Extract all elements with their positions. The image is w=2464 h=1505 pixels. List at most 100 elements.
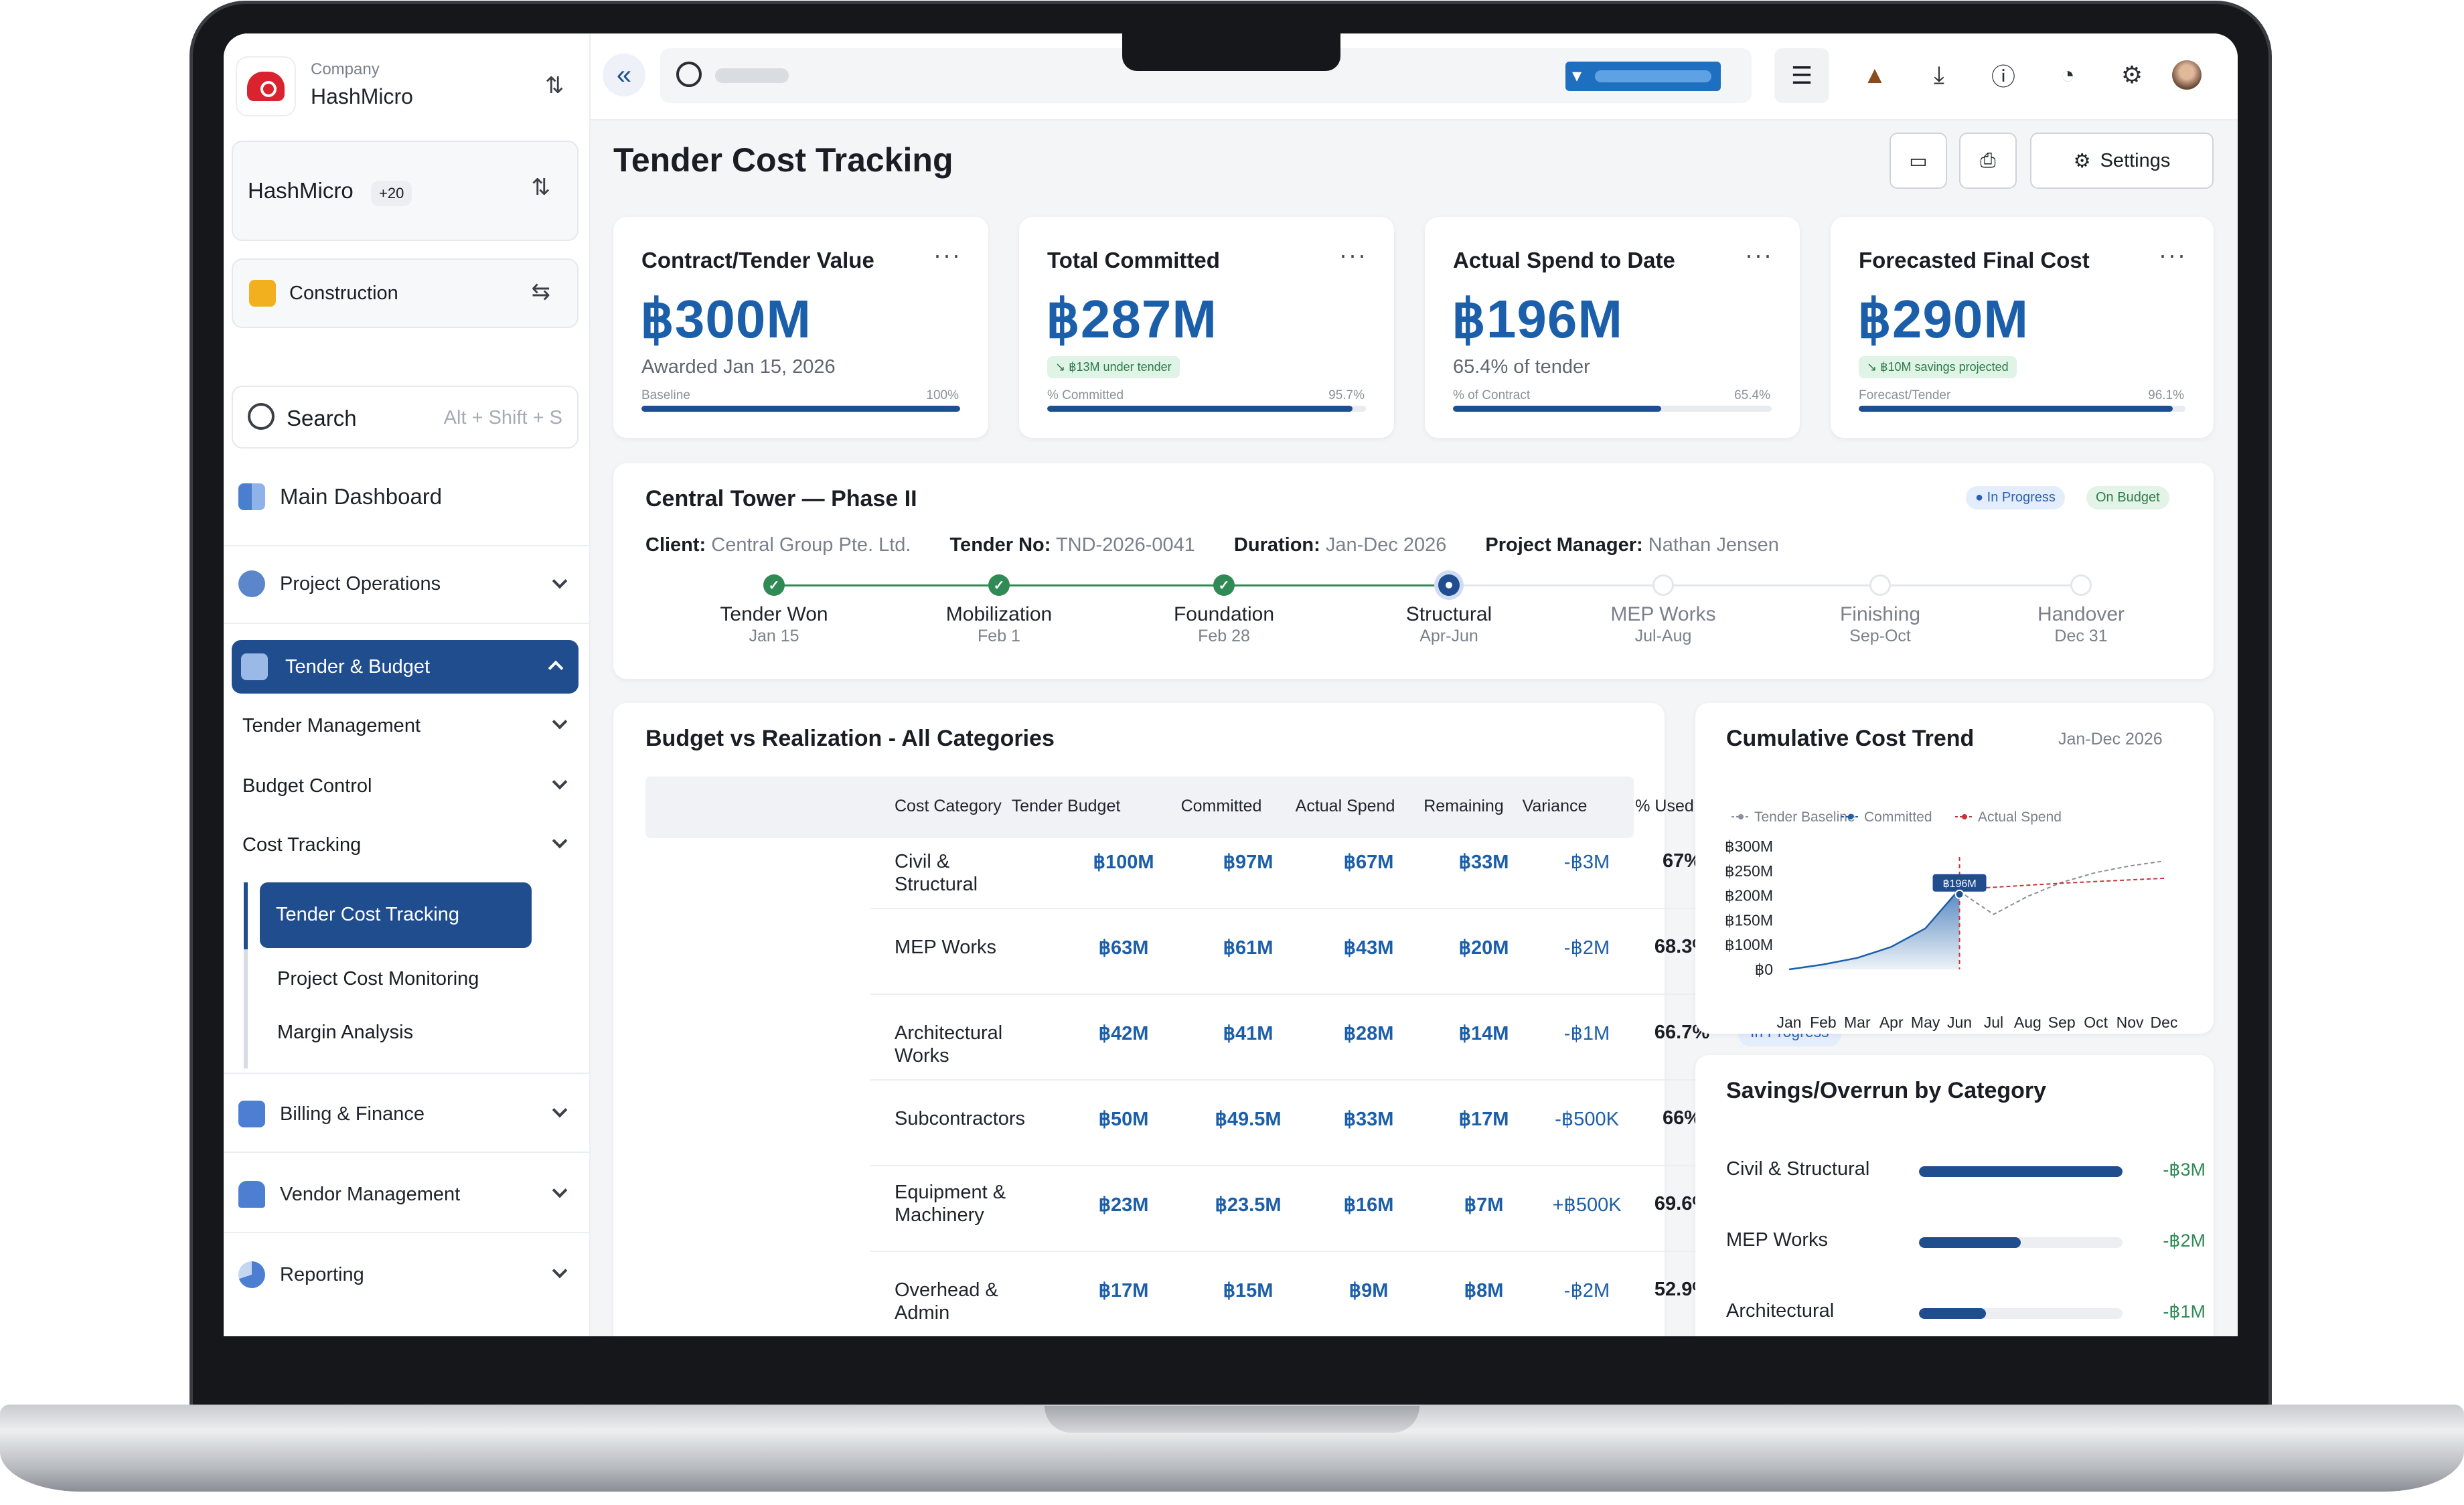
column-header[interactable]: Committed	[1180, 797, 1262, 815]
legend-label: Actual Spend	[1978, 809, 2062, 825]
kpi-title: Contract/Tender Value	[641, 248, 874, 272]
gear-icon: ⚙	[2073, 150, 2091, 172]
cumulative-cost-chart: Tender Baseline Committed Actual Spend ฿300…	[1725, 809, 2178, 1031]
sidebar-item-tender-cost-tracking[interactable]: Tender Cost Tracking	[260, 882, 532, 948]
sidebar-item-label: Tender Cost Tracking	[276, 904, 460, 925]
global-search-bar[interactable]: ▾	[660, 48, 1752, 103]
sidebar-item-budget-control[interactable]: Budget Control	[242, 775, 372, 797]
filter-button[interactable]: ▾	[1565, 62, 1721, 91]
sidebar-item-project-operations[interactable]: Project Operations	[238, 570, 441, 597]
savings-bar	[1919, 1237, 2123, 1248]
module-selector[interactable]: Construction ⇆	[232, 258, 579, 328]
sidebar-item-main-dashboard[interactable]: Main Dashboard	[238, 483, 442, 510]
bell-icon[interactable]: ◔	[2060, 61, 2075, 88]
collapse-sidebar-button[interactable]: «	[603, 54, 645, 96]
committed-cell: ฿61M	[1223, 937, 1274, 959]
company-logo	[236, 56, 296, 116]
column-header[interactable]: Cost Category	[895, 797, 1002, 815]
category-cell: Civil & Structural	[895, 851, 978, 895]
column-header[interactable]: Remaining	[1423, 797, 1504, 815]
submenu-rail	[244, 882, 248, 1068]
milestone-node[interactable]	[1652, 574, 1674, 596]
chevron-down-icon[interactable]	[552, 573, 568, 589]
help-icon[interactable]: ⓘ	[1991, 63, 2015, 90]
gear-icon[interactable]: ⚙	[2121, 61, 2143, 88]
x-tick-label: Aug	[2014, 1014, 2042, 1031]
search-placeholder-skeleton	[715, 68, 789, 83]
chevron-up-icon	[548, 660, 564, 676]
settings-button[interactable]: ⚙ Settings	[2030, 133, 2214, 189]
sidebar-item-project-cost-monitoring[interactable]: Project Cost Monitoring	[277, 968, 479, 989]
company-name: HashMicro	[311, 84, 413, 108]
more-options-icon[interactable]: ···	[2159, 241, 2187, 268]
kpi-value: ฿300M	[640, 289, 812, 349]
present-icon: ▭	[1909, 150, 1928, 172]
actual-cell: ฿28M	[1343, 1023, 1394, 1044]
column-header[interactable]: Actual Spend	[1295, 797, 1395, 815]
dashboard-icon	[238, 483, 265, 510]
variance-cell: -฿1M	[1563, 1023, 1610, 1044]
column-header[interactable]: Tender Budget	[1011, 797, 1121, 815]
sidebar-item-margin-analysis[interactable]: Margin Analysis	[277, 1022, 414, 1043]
more-options-icon[interactable]: ···	[1745, 241, 1773, 268]
topbar: « ▾ ☰ ▲ ⤓ ⓘ ◔ ⚙	[591, 33, 2238, 121]
company-switch-icon[interactable]: ⇅	[545, 73, 564, 98]
kpi-card-total-committed: Total Committed ··· ฿287M ↘ ฿13M under t…	[1019, 217, 1394, 438]
sidebar-item-reporting[interactable]: Reporting	[238, 1261, 364, 1288]
sidebar: Company HashMicro ⇅ HashMicro +20 ⇅ Cons…	[224, 33, 591, 1336]
sidebar-item-billing-finance[interactable]: Billing & Finance	[238, 1101, 425, 1127]
milestone-node[interactable]	[2070, 574, 2092, 596]
chevron-down-icon[interactable]	[552, 1102, 568, 1118]
chevron-down-icon[interactable]	[552, 833, 568, 849]
search-label: Search	[287, 406, 357, 430]
more-options-icon[interactable]: ···	[1339, 241, 1367, 268]
milestone-label: Foundation Feb 28	[1173, 603, 1275, 646]
column-header[interactable]: % Used	[1635, 797, 1694, 815]
remaining-cell: ฿7M	[1464, 1194, 1504, 1216]
avatar[interactable]	[2172, 60, 2202, 90]
milestone-label: Mobilization Feb 1	[945, 603, 1053, 646]
sidebar-search[interactable]: Search Alt + Shift + S	[232, 386, 579, 449]
present-button[interactable]: ▭	[1890, 133, 1947, 189]
y-tick-label: ฿0	[1755, 961, 1773, 978]
milestone-node[interactable]	[1869, 574, 1891, 596]
laptop-base-notch	[1045, 1406, 1419, 1433]
status-badge-in-progress: ● In Progress	[1966, 486, 2065, 509]
sidebar-item-cost-tracking[interactable]: Cost Tracking	[242, 834, 362, 856]
project-tender-no: Tender No: TND-2026-0041	[949, 534, 1195, 556]
sidebar-item-tender-budget[interactable]: Tender & Budget	[232, 640, 579, 694]
milestone-label: Tender Won Jan 15	[720, 603, 828, 646]
column-header[interactable]: Variance	[1522, 797, 1588, 815]
workspace-selector[interactable]: HashMicro +20 ⇅	[232, 141, 579, 241]
sidebar-item-label: Tender & Budget	[285, 656, 431, 678]
budget-cell: ฿17M	[1098, 1280, 1149, 1301]
download-icon[interactable]: ⤓	[1934, 60, 1944, 88]
kpi-badge: ↘ ฿10M savings projected	[1859, 356, 2017, 378]
milestone-node[interactable]: ✓	[988, 574, 1010, 596]
kpi-title: Forecasted Final Cost	[1859, 248, 2090, 272]
committed-cell: ฿49.5M	[1215, 1109, 1282, 1130]
savings-value: -฿2M	[2163, 1231, 2206, 1251]
milestone-node[interactable]	[1438, 574, 1460, 596]
savings-bar-fill	[1919, 1308, 1987, 1319]
sidebar-item-vendor-management[interactable]: Vendor Management	[238, 1181, 460, 1208]
kpi-progress-bar	[1047, 406, 1366, 412]
chevron-down-icon[interactable]	[552, 774, 568, 790]
chevron-down-icon[interactable]	[552, 1263, 568, 1279]
chevron-down-icon[interactable]	[552, 1182, 568, 1198]
chevron-down-icon[interactable]	[552, 714, 568, 730]
legend-label: Tender Baseline	[1754, 809, 1855, 825]
wizard-hat-icon[interactable]: ▲	[1863, 61, 1887, 88]
kpi-card-contract-value: Contract/Tender Value ··· ฿300M Awarded …	[613, 217, 988, 438]
sidebar-item-tender-management[interactable]: Tender Management	[242, 715, 420, 736]
savings-bar-fill	[1919, 1166, 2123, 1177]
milestone-node[interactable]: ✓	[763, 574, 785, 596]
actual-cell: ฿43M	[1343, 937, 1394, 959]
print-button[interactable]: ⎙	[1959, 133, 2017, 189]
row-divider	[870, 1165, 1859, 1166]
savings-label: Civil & Structural	[1726, 1158, 1870, 1180]
sliders-icon[interactable]: ☰	[1774, 48, 1829, 103]
more-options-icon[interactable]: ···	[933, 241, 961, 268]
budget-cell: ฿63M	[1098, 937, 1149, 959]
milestone-node[interactable]: ✓	[1213, 574, 1235, 596]
